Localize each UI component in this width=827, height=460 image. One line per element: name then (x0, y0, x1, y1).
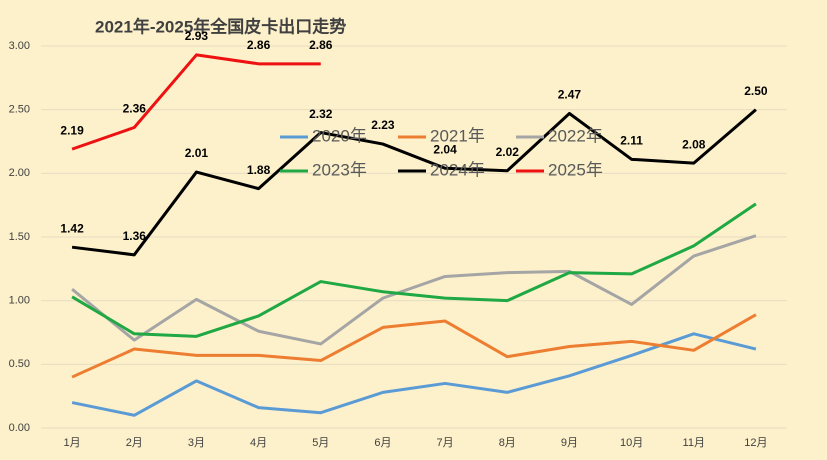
data-label: 2.08 (682, 137, 706, 151)
legend-label: 2021年 (430, 126, 485, 145)
y-tick-label: 3.00 (9, 40, 30, 52)
y-tick-label: 0.50 (9, 358, 30, 370)
data-label: 2.93 (185, 29, 209, 43)
data-label: 2.11 (620, 133, 643, 147)
series-line (71, 332, 757, 417)
y-tick-label: 0.00 (9, 422, 30, 434)
x-tick-label: 8月 (499, 437, 516, 449)
y-tick-label: 1.50 (9, 231, 30, 243)
legend-label: 2025年 (548, 160, 603, 179)
series-line (71, 53, 321, 151)
series-line (71, 234, 757, 346)
data-label: 1.36 (123, 229, 147, 243)
data-label: 2.86 (309, 38, 333, 52)
legend-label: 2022年 (548, 126, 603, 145)
chart-title: 2021年-2025年全国皮卡出口走势 (95, 16, 346, 36)
x-tick-label: 10月 (620, 437, 643, 449)
data-label: 2.47 (558, 88, 582, 102)
data-label: 2.23 (371, 118, 395, 132)
data-label: 2.19 (60, 123, 84, 137)
series-line (71, 202, 757, 338)
x-tick-label: 6月 (374, 437, 391, 449)
data-label: 2.02 (496, 145, 520, 159)
data-label: 2.32 (309, 107, 333, 121)
x-tick-label: 1月 (64, 437, 81, 449)
x-tick-label: 3月 (188, 437, 205, 449)
x-tick-label: 4月 (250, 437, 267, 449)
series-line (71, 313, 757, 379)
data-label: 2.50 (744, 84, 768, 98)
x-tick-label: 7月 (437, 437, 454, 449)
x-tick-label: 5月 (312, 437, 329, 449)
data-label: 2.36 (123, 102, 147, 116)
x-tick-label: 9月 (561, 437, 578, 449)
y-tick-label: 2.00 (9, 167, 30, 179)
y-tick-label: 2.50 (9, 104, 30, 116)
data-label: 2.04 (433, 142, 457, 156)
legend-label: 2020年 (312, 126, 367, 145)
x-tick-label: 12月 (744, 437, 767, 449)
data-label: 1.88 (247, 163, 271, 177)
data-label: 2.86 (247, 38, 271, 52)
series-line (71, 108, 757, 257)
data-label: 1.42 (60, 221, 84, 235)
data-label: 2.01 (185, 146, 209, 160)
legend-label: 2024年 (430, 160, 485, 179)
legend-label: 2023年 (312, 160, 367, 179)
x-tick-label: 11月 (683, 437, 705, 449)
x-tick-label: 2月 (126, 437, 143, 449)
y-tick-label: 1.00 (9, 295, 30, 307)
